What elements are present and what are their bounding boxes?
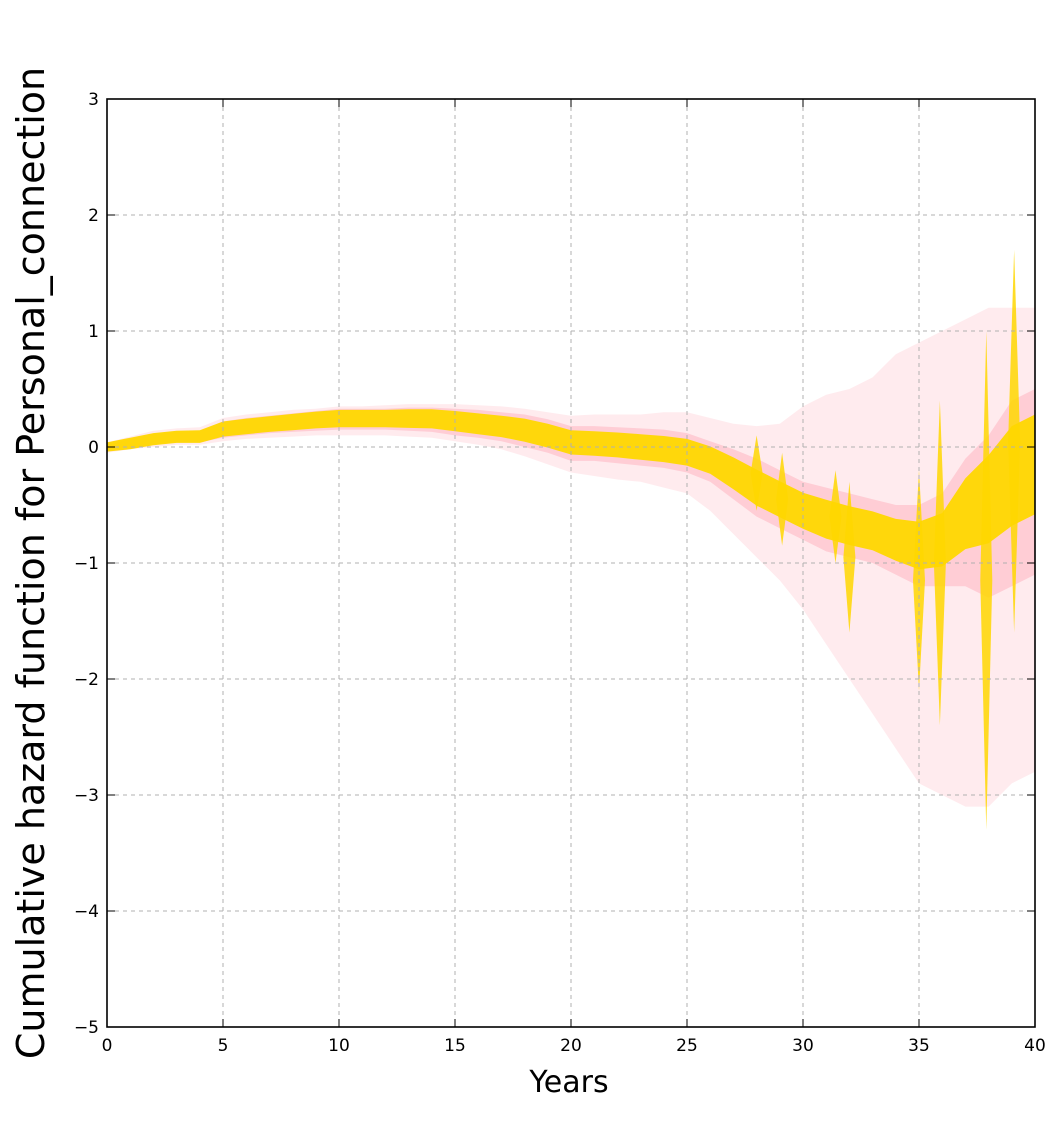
spike-0: [750, 435, 763, 511]
y-axis-label: Cumulative hazard function for Personal_…: [9, 67, 53, 1059]
x-tick-label: 0: [102, 1036, 113, 1056]
y-tick-label: −5: [74, 1018, 99, 1038]
x-tick-label: 40: [1024, 1036, 1046, 1056]
plot-frame: [106, 98, 1036, 1028]
y-tick-label: 3: [88, 90, 99, 110]
spike-2: [829, 470, 842, 563]
spike-7: [1008, 249, 1021, 633]
y-tick-label: 1: [88, 322, 99, 342]
y-tick-label: −3: [74, 786, 99, 806]
spike-3: [843, 481, 856, 633]
y-tick-label: 2: [88, 206, 99, 226]
outer-band: [107, 307, 1035, 807]
x-tick-label: 15: [444, 1036, 466, 1056]
y-tick-label: 0: [88, 438, 99, 458]
y-tick-label: −1: [74, 554, 99, 574]
y-tick-label: −2: [74, 670, 99, 690]
x-tick-label: 10: [328, 1036, 350, 1056]
x-tick-label: 35: [908, 1036, 930, 1056]
uncertainty-bands: [107, 249, 1035, 830]
spike-1: [776, 452, 789, 546]
spike-6: [980, 331, 993, 830]
y-tick-label: −4: [74, 902, 99, 922]
x-tick-label: 25: [676, 1036, 698, 1056]
x-tick-label: 30: [792, 1036, 814, 1056]
x-tick-label: 5: [218, 1036, 229, 1056]
x-tick-label: 20: [560, 1036, 582, 1056]
x-axis-label: Years: [528, 1065, 608, 1100]
gridlines: [107, 99, 1035, 1027]
